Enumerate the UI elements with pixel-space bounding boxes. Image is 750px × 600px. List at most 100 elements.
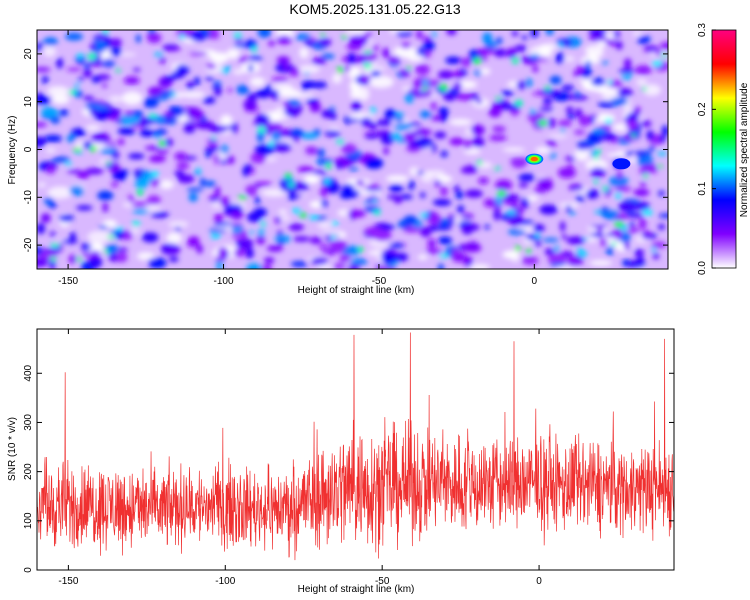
heatmap-cell	[204, 180, 216, 187]
heatmap-low-patch	[210, 52, 229, 64]
heatmap-cell	[92, 35, 109, 40]
heatmap-cell	[144, 145, 161, 151]
heatmap-cell	[365, 199, 372, 204]
heatmap-cell	[156, 148, 169, 155]
heatmap-cell	[364, 133, 379, 139]
heatmap-cell	[224, 65, 231, 72]
heatmap-cell	[376, 119, 392, 126]
heatmap-low-patch	[358, 87, 370, 101]
heatmap-cell	[305, 146, 318, 155]
heatmap-cell	[170, 91, 177, 98]
heatmap-low-patch	[417, 254, 428, 260]
heatmap-y-ticks: -20 -10 0 10 20	[23, 48, 668, 252]
heatmap-cell	[364, 50, 372, 55]
colorbar-gradient	[711, 29, 737, 269]
heatmap-cell	[641, 230, 652, 240]
heatmap-cell	[294, 33, 311, 41]
heatmap-cell	[463, 165, 478, 172]
heatmap-low-patch	[407, 54, 424, 62]
heatmap-cell	[544, 86, 551, 91]
heatmap-cell	[399, 194, 413, 200]
heatmap-y-tick-label: -20	[23, 237, 34, 252]
heatmap-cell	[321, 250, 331, 254]
heatmap-cell	[110, 181, 119, 188]
heatmap-cell	[175, 64, 190, 75]
heatmap-low-patch	[317, 220, 332, 229]
heatmap-low-patch	[226, 48, 240, 60]
heatmap-low-patch	[303, 175, 320, 184]
heatmap-cell	[109, 229, 118, 234]
heatmap-cell	[245, 184, 257, 196]
heatmap-cell	[372, 198, 378, 203]
heatmap-cell	[182, 30, 188, 36]
heatmap-low-patch	[332, 73, 342, 84]
heatmap-cell	[43, 37, 58, 46]
heatmap-cell	[561, 234, 567, 240]
heatmap-cell	[370, 70, 381, 77]
heatmap-cell	[566, 257, 584, 267]
heatmap-cell	[613, 30, 620, 39]
heatmap-cell	[104, 248, 110, 254]
heatmap-cell	[373, 230, 392, 242]
heatmap-cell	[454, 185, 460, 193]
heatmap-cell	[324, 130, 341, 137]
heatmap-cell	[330, 235, 337, 239]
heatmap-cell	[437, 236, 453, 245]
heatmap-cell	[427, 238, 437, 249]
heatmap-cell	[143, 97, 159, 108]
heatmap-cell	[128, 153, 145, 160]
heatmap-low-patch	[409, 166, 420, 177]
heatmap-low-patch	[232, 69, 245, 75]
heatmap-cell	[208, 228, 228, 233]
snr-y-tick-label: 0	[23, 567, 34, 573]
heatmap-cell	[341, 34, 347, 40]
heatmap-cell	[205, 76, 215, 81]
heatmap-cell	[642, 164, 658, 169]
heatmap-cell	[205, 150, 212, 158]
heatmap-cell	[174, 170, 185, 177]
heatmap-cell	[557, 167, 576, 179]
colorbar-tick-label: 0.2	[697, 102, 708, 116]
chart-title: KOM5.2025.131.05.22.G13	[289, 1, 460, 17]
heatmap-cell	[142, 232, 159, 243]
heatmap-x-ticks: -150 -100 -50 0	[58, 30, 538, 287]
heatmap-cell	[661, 125, 668, 137]
heatmap-cell	[482, 32, 493, 44]
heatmap-cell	[389, 184, 404, 192]
heatmap-cell	[77, 53, 83, 60]
heatmap-cell	[391, 132, 401, 140]
heatmap-cell	[431, 31, 437, 38]
heatmap-low-patch	[356, 190, 372, 195]
heatmap-cell	[648, 145, 656, 151]
heatmap-cell	[511, 57, 519, 64]
snr-y-tick-label: 400	[23, 364, 34, 381]
heatmap-cell	[303, 72, 310, 76]
heatmap-cell	[134, 177, 150, 188]
heatmap-cell	[628, 222, 636, 228]
colorbar: 0.0 0.1 0.2 0.3 Normalized spectral amplitu…	[697, 23, 750, 275]
heatmap-cell	[408, 179, 415, 191]
heatmap-cell	[297, 166, 314, 173]
heatmap-cell	[165, 138, 174, 147]
heatmap-cell	[514, 45, 527, 52]
heatmap-cell	[593, 179, 599, 184]
heatmap-cell	[651, 247, 657, 252]
heatmap-cell	[386, 194, 401, 200]
heatmap-cell	[329, 240, 347, 252]
heatmap-cell	[432, 199, 452, 206]
heatmap-cell	[548, 253, 566, 265]
heatmap-cell	[549, 152, 557, 159]
heatmap-cell	[350, 258, 358, 264]
heatmap-cell	[615, 192, 622, 199]
heatmap-cell	[118, 138, 125, 146]
heatmap-cell	[251, 46, 257, 53]
heatmap-cell	[281, 179, 288, 188]
heatmap-cell	[593, 154, 600, 160]
heatmap-cell	[304, 41, 314, 47]
heatmap-cell	[91, 75, 101, 83]
heatmap-cell	[643, 45, 659, 51]
heatmap-cell	[82, 95, 95, 101]
heatmap-cell	[183, 125, 196, 134]
heatmap-cell	[477, 159, 483, 166]
heatmap-cell	[602, 185, 609, 192]
